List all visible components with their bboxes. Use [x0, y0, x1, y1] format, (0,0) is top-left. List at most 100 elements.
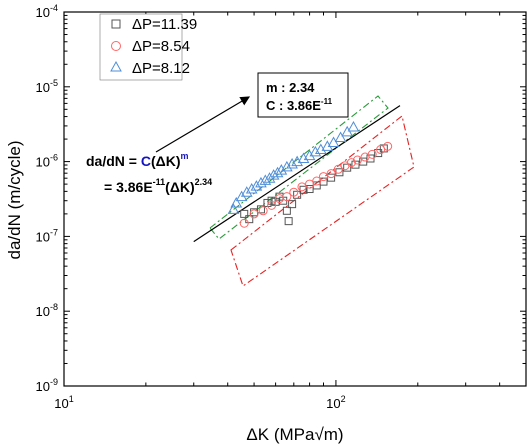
legend-label-series-1: ΔP=11.39	[132, 16, 197, 33]
series-3-point	[286, 157, 298, 169]
fit-box-m: m : 2.34	[266, 80, 315, 95]
y-tick-exp: -4	[50, 3, 58, 13]
upper-bound-region	[209, 95, 389, 240]
eq-c: C	[141, 153, 151, 169]
y-tick-label: 10-7	[36, 227, 58, 244]
y-tick-exp: -8	[50, 302, 58, 312]
y-tick-base: 10	[36, 229, 50, 244]
series-1-point	[319, 177, 328, 186]
x-tick-label: 101	[54, 394, 73, 411]
series-3-point	[347, 120, 360, 132]
eq-m: m	[180, 151, 188, 161]
series-1-point	[267, 196, 276, 205]
y-tick-exp: -9	[50, 377, 58, 387]
plot-frame	[63, 11, 527, 387]
y-axis-title: da/dN (m/cycle)	[5, 140, 24, 259]
equation-annotation: da/dN = C(ΔK)m = 3.86E-11(ΔK)2.34	[86, 151, 212, 195]
eq-mid: (ΔK)	[151, 153, 181, 169]
y-tick-exp: -6	[50, 153, 58, 163]
series-3-point	[334, 131, 347, 142]
series-2-point	[346, 158, 356, 168]
series-2-point	[267, 200, 277, 210]
y-tick-label: 10-9	[36, 377, 58, 394]
axis-ticks	[63, 11, 527, 387]
series-1-point	[288, 200, 297, 209]
series-1-point	[284, 217, 293, 226]
series-3-point	[227, 203, 240, 214]
series-3-point	[327, 136, 340, 148]
annotation-arrow	[155, 96, 251, 153]
series-1-point	[240, 209, 249, 218]
x-tick-base: 10	[54, 396, 68, 411]
eq2-exp2: 2.34	[195, 177, 213, 187]
fit-box-c: C : 3.86E-11	[266, 97, 333, 113]
series-3-point	[281, 160, 293, 172]
series-2-point	[282, 192, 292, 202]
legend-marker-triangle	[110, 60, 122, 72]
series-3-point	[303, 149, 316, 161]
legend-marker-circle	[111, 41, 121, 51]
legend-label-series-3: ΔP=8.12	[132, 60, 190, 77]
legend-box	[99, 13, 183, 81]
x-axis-title: ΔK (MPa√m)	[246, 425, 343, 444]
y-tick-base: 10	[36, 379, 50, 394]
series-3-point	[230, 196, 243, 208]
series-3-point	[240, 186, 253, 197]
eq2-prefix: = 3.86E	[104, 179, 153, 195]
data-markers	[227, 120, 393, 228]
y-tick-base: 10	[36, 80, 50, 95]
lower-bound-region	[230, 115, 415, 287]
y-tick-base: 10	[36, 5, 50, 20]
eq-prefix: da/dN =	[86, 153, 141, 169]
series-2-point	[297, 182, 307, 192]
series-2-point	[312, 176, 322, 186]
eq2-exp1: -11	[153, 177, 166, 187]
equation-line-1: da/dN = C(ΔK)m	[86, 151, 189, 169]
series-1-point	[299, 185, 308, 194]
equation-line-2: = 3.86E-11(ΔK)2.34	[104, 177, 212, 195]
x-tick-exp: 2	[341, 394, 346, 404]
series-3-point	[267, 169, 280, 180]
fit-box-c-exp: -11	[321, 97, 333, 106]
series-3-point	[259, 174, 272, 185]
y-tick-label: 10-8	[36, 302, 58, 319]
legend: ΔP=11.39 ΔP=8.54 ΔP=8.12	[99, 13, 197, 81]
series-2-point	[239, 218, 249, 228]
series-1-point	[282, 206, 291, 215]
series-3-point	[321, 140, 334, 151]
y-tick-label: 10-5	[36, 78, 58, 95]
series-2-point	[383, 141, 393, 151]
series-2-point	[258, 206, 268, 216]
series-3-point	[271, 166, 284, 178]
y-tick-exp: -5	[50, 78, 58, 88]
series-2-point	[352, 155, 362, 165]
series-3-point	[255, 176, 267, 188]
y-tick-exp: -7	[50, 227, 58, 237]
fit-line	[193, 105, 401, 243]
legend-label-series-2: ΔP=8.54	[132, 38, 190, 55]
y-tick-label: 10-4	[36, 3, 58, 20]
series-2-point	[289, 187, 299, 197]
series-2-point	[318, 172, 328, 182]
x-tick-label: 102	[326, 394, 345, 411]
eq2-mid: (ΔK)	[165, 179, 195, 195]
y-tick-label: 10-6	[36, 153, 58, 170]
series-3-point	[309, 145, 322, 157]
series-3-point	[263, 172, 276, 183]
series-2-point	[367, 149, 377, 159]
fit-box-c-base: C : 3.86E	[266, 98, 321, 113]
series-1-point	[293, 190, 302, 199]
legend-marker-square	[111, 19, 121, 29]
fit-box-frame	[257, 72, 349, 118]
series-1-point	[366, 154, 375, 163]
series-2-point	[326, 169, 336, 179]
series-3-point	[245, 182, 258, 194]
series-2-point	[249, 209, 259, 219]
fit-parameter-box: m : 2.34 C : 3.86E-11	[257, 72, 349, 118]
y-tick-base: 10	[36, 304, 50, 319]
series-3-point	[250, 180, 263, 191]
series-1-point	[256, 205, 265, 214]
x-tick-exp: 1	[69, 394, 74, 404]
